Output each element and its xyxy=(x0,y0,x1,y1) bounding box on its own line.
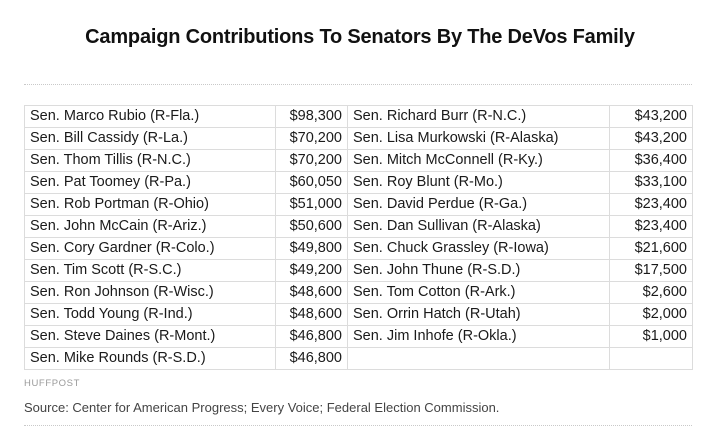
senator-name xyxy=(347,347,610,370)
senator-name: Sen. Tim Scott (R-S.C.) xyxy=(24,259,276,282)
publisher-credit: HUFFPOST xyxy=(24,378,80,389)
bottom-divider xyxy=(24,425,692,426)
senator-name: Sen. Dan Sullivan (R-Alaska) xyxy=(347,215,610,238)
senator-name: Sen. John Thune (R-S.D.) xyxy=(347,259,610,282)
senator-name: Sen. Todd Young (R-Ind.) xyxy=(24,303,276,326)
contributions-table: Sen. Marco Rubio (R-Fla.) $98,300 Sen. R… xyxy=(24,105,693,370)
table-row: Sen. Ron Johnson (R-Wisc.) $48,600 Sen. … xyxy=(24,281,693,304)
contribution-amount: $50,600 xyxy=(275,215,348,238)
senator-name: Sen. Chuck Grassley (R-Iowa) xyxy=(347,237,610,260)
senator-name: Sen. Mitch McConnell (R-Ky.) xyxy=(347,149,610,172)
page-title: Campaign Contributions To Senators By Th… xyxy=(85,26,635,48)
contribution-amount: $23,400 xyxy=(609,215,693,238)
contribution-amount: $48,600 xyxy=(275,303,348,326)
senator-name: Sen. Bill Cassidy (R-La.) xyxy=(24,127,276,150)
contribution-amount xyxy=(609,347,693,370)
contribution-amount: $70,200 xyxy=(275,149,348,172)
senator-name: Sen. Cory Gardner (R-Colo.) xyxy=(24,237,276,260)
contribution-amount: $36,400 xyxy=(609,149,693,172)
senator-name: Sen. Richard Burr (R-N.C.) xyxy=(347,105,610,128)
contribution-amount: $17,500 xyxy=(609,259,693,282)
senator-name: Sen. Jim Inhofe (R-Okla.) xyxy=(347,325,610,348)
source-note: Source: Center for American Progress; Ev… xyxy=(24,400,500,415)
contribution-amount: $23,400 xyxy=(609,193,693,216)
senator-name: Sen. Rob Portman (R-Ohio) xyxy=(24,193,276,216)
contribution-amount: $33,100 xyxy=(609,171,693,194)
contribution-amount: $46,800 xyxy=(275,347,348,370)
contribution-amount: $21,600 xyxy=(609,237,693,260)
contribution-amount: $2,600 xyxy=(609,281,693,304)
table-row: Sen. Marco Rubio (R-Fla.) $98,300 Sen. R… xyxy=(24,105,693,128)
senator-name: Sen. Thom Tillis (R-N.C.) xyxy=(24,149,276,172)
senator-name: Sen. Orrin Hatch (R-Utah) xyxy=(347,303,610,326)
table-row: Sen. John McCain (R-Ariz.) $50,600 Sen. … xyxy=(24,215,693,238)
table-row: Sen. Pat Toomey (R-Pa.) $60,050 Sen. Roy… xyxy=(24,171,693,194)
table-row: Sen. Thom Tillis (R-N.C.) $70,200 Sen. M… xyxy=(24,149,693,172)
table-row: Sen. Steve Daines (R-Mont.) $46,800 Sen.… xyxy=(24,325,693,348)
contribution-amount: $51,000 xyxy=(275,193,348,216)
contribution-amount: $98,300 xyxy=(275,105,348,128)
contribution-amount: $48,600 xyxy=(275,281,348,304)
table-row: Sen. Tim Scott (R-S.C.) $49,200 Sen. Joh… xyxy=(24,259,693,282)
contribution-amount: $43,200 xyxy=(609,127,693,150)
contribution-amount: $70,200 xyxy=(275,127,348,150)
contribution-amount: $46,800 xyxy=(275,325,348,348)
top-divider xyxy=(24,84,692,85)
contribution-amount: $49,800 xyxy=(275,237,348,260)
senator-name: Sen. Roy Blunt (R-Mo.) xyxy=(347,171,610,194)
senator-name: Sen. Steve Daines (R-Mont.) xyxy=(24,325,276,348)
table-row: Sen. Cory Gardner (R-Colo.) $49,800 Sen.… xyxy=(24,237,693,260)
senator-name: Sen. Lisa Murkowski (R-Alaska) xyxy=(347,127,610,150)
senator-name: Sen. David Perdue (R-Ga.) xyxy=(347,193,610,216)
senator-name: Sen. Mike Rounds (R-S.D.) xyxy=(24,347,276,370)
senator-name: Sen. John McCain (R-Ariz.) xyxy=(24,215,276,238)
table-row: Sen. Mike Rounds (R-S.D.) $46,800 xyxy=(24,347,693,370)
senator-name: Sen. Marco Rubio (R-Fla.) xyxy=(24,105,276,128)
contribution-amount: $43,200 xyxy=(609,105,693,128)
table-row: Sen. Bill Cassidy (R-La.) $70,200 Sen. L… xyxy=(24,127,693,150)
senator-name: Sen. Ron Johnson (R-Wisc.) xyxy=(24,281,276,304)
contribution-amount: $2,000 xyxy=(609,303,693,326)
contribution-amount: $60,050 xyxy=(275,171,348,194)
senator-name: Sen. Tom Cotton (R-Ark.) xyxy=(347,281,610,304)
table-row: Sen. Todd Young (R-Ind.) $48,600 Sen. Or… xyxy=(24,303,693,326)
senator-name: Sen. Pat Toomey (R-Pa.) xyxy=(24,171,276,194)
contribution-amount: $49,200 xyxy=(275,259,348,282)
table-row: Sen. Rob Portman (R-Ohio) $51,000 Sen. D… xyxy=(24,193,693,216)
contribution-amount: $1,000 xyxy=(609,325,693,348)
